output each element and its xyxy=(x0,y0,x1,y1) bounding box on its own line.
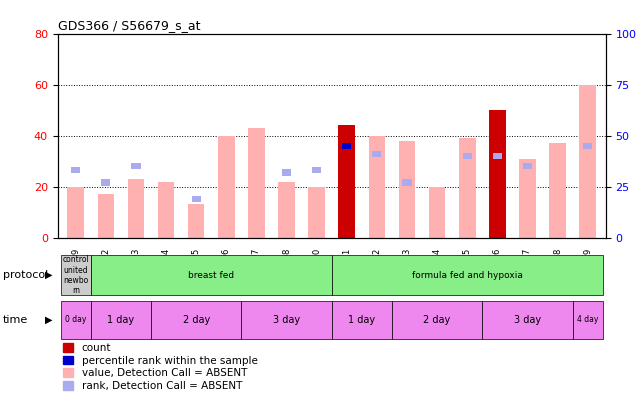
Bar xyxy=(61,301,91,339)
Bar xyxy=(493,153,502,159)
Text: 0 day: 0 day xyxy=(65,315,87,324)
Bar xyxy=(459,138,476,238)
Bar xyxy=(151,301,242,339)
Bar xyxy=(482,301,572,339)
Text: control
united
newbo
rn: control united newbo rn xyxy=(62,255,89,295)
Bar xyxy=(131,163,140,169)
Bar xyxy=(158,181,174,238)
Bar xyxy=(101,179,110,186)
Bar xyxy=(67,187,84,238)
Text: GDS366 / S56679_s_at: GDS366 / S56679_s_at xyxy=(58,19,200,32)
Bar xyxy=(218,135,235,238)
Bar xyxy=(248,128,265,238)
Bar xyxy=(583,143,592,149)
Bar xyxy=(282,169,291,175)
Text: 4 day: 4 day xyxy=(577,315,598,324)
Text: 1 day: 1 day xyxy=(107,315,135,325)
Bar xyxy=(519,158,536,238)
Bar xyxy=(489,110,506,238)
Bar xyxy=(338,126,355,238)
Bar xyxy=(342,143,351,149)
Bar xyxy=(91,301,151,339)
Text: 2 day: 2 day xyxy=(183,315,210,325)
Bar xyxy=(188,204,204,238)
Bar xyxy=(308,187,325,238)
Legend: count, percentile rank within the sample, value, Detection Call = ABSENT, rank, : count, percentile rank within the sample… xyxy=(63,343,258,391)
Bar xyxy=(549,143,566,238)
Text: ▶: ▶ xyxy=(45,270,53,280)
Bar xyxy=(372,151,381,157)
Bar xyxy=(463,153,472,159)
Bar xyxy=(572,301,603,339)
Bar xyxy=(61,255,91,295)
Bar xyxy=(399,141,415,238)
Text: ▶: ▶ xyxy=(45,315,53,325)
Text: formula fed and hypoxia: formula fed and hypoxia xyxy=(412,271,522,280)
Bar xyxy=(369,135,385,238)
Bar xyxy=(332,255,603,295)
Bar xyxy=(192,196,201,202)
Bar xyxy=(523,163,532,169)
Bar xyxy=(91,255,332,295)
Text: breast fed: breast fed xyxy=(188,271,235,280)
Bar xyxy=(403,179,412,186)
Bar xyxy=(97,194,114,238)
Text: 3 day: 3 day xyxy=(514,315,541,325)
Text: protocol: protocol xyxy=(3,270,49,280)
Bar xyxy=(579,85,596,238)
Text: time: time xyxy=(3,315,28,325)
Bar xyxy=(332,301,392,339)
Bar xyxy=(128,179,144,238)
Text: 1 day: 1 day xyxy=(348,315,376,325)
Bar xyxy=(242,301,332,339)
Bar xyxy=(392,301,482,339)
Bar xyxy=(278,181,295,238)
Text: 3 day: 3 day xyxy=(273,315,300,325)
Text: 2 day: 2 day xyxy=(424,315,451,325)
Bar xyxy=(71,167,80,173)
Bar xyxy=(429,187,445,238)
Bar xyxy=(312,167,321,173)
